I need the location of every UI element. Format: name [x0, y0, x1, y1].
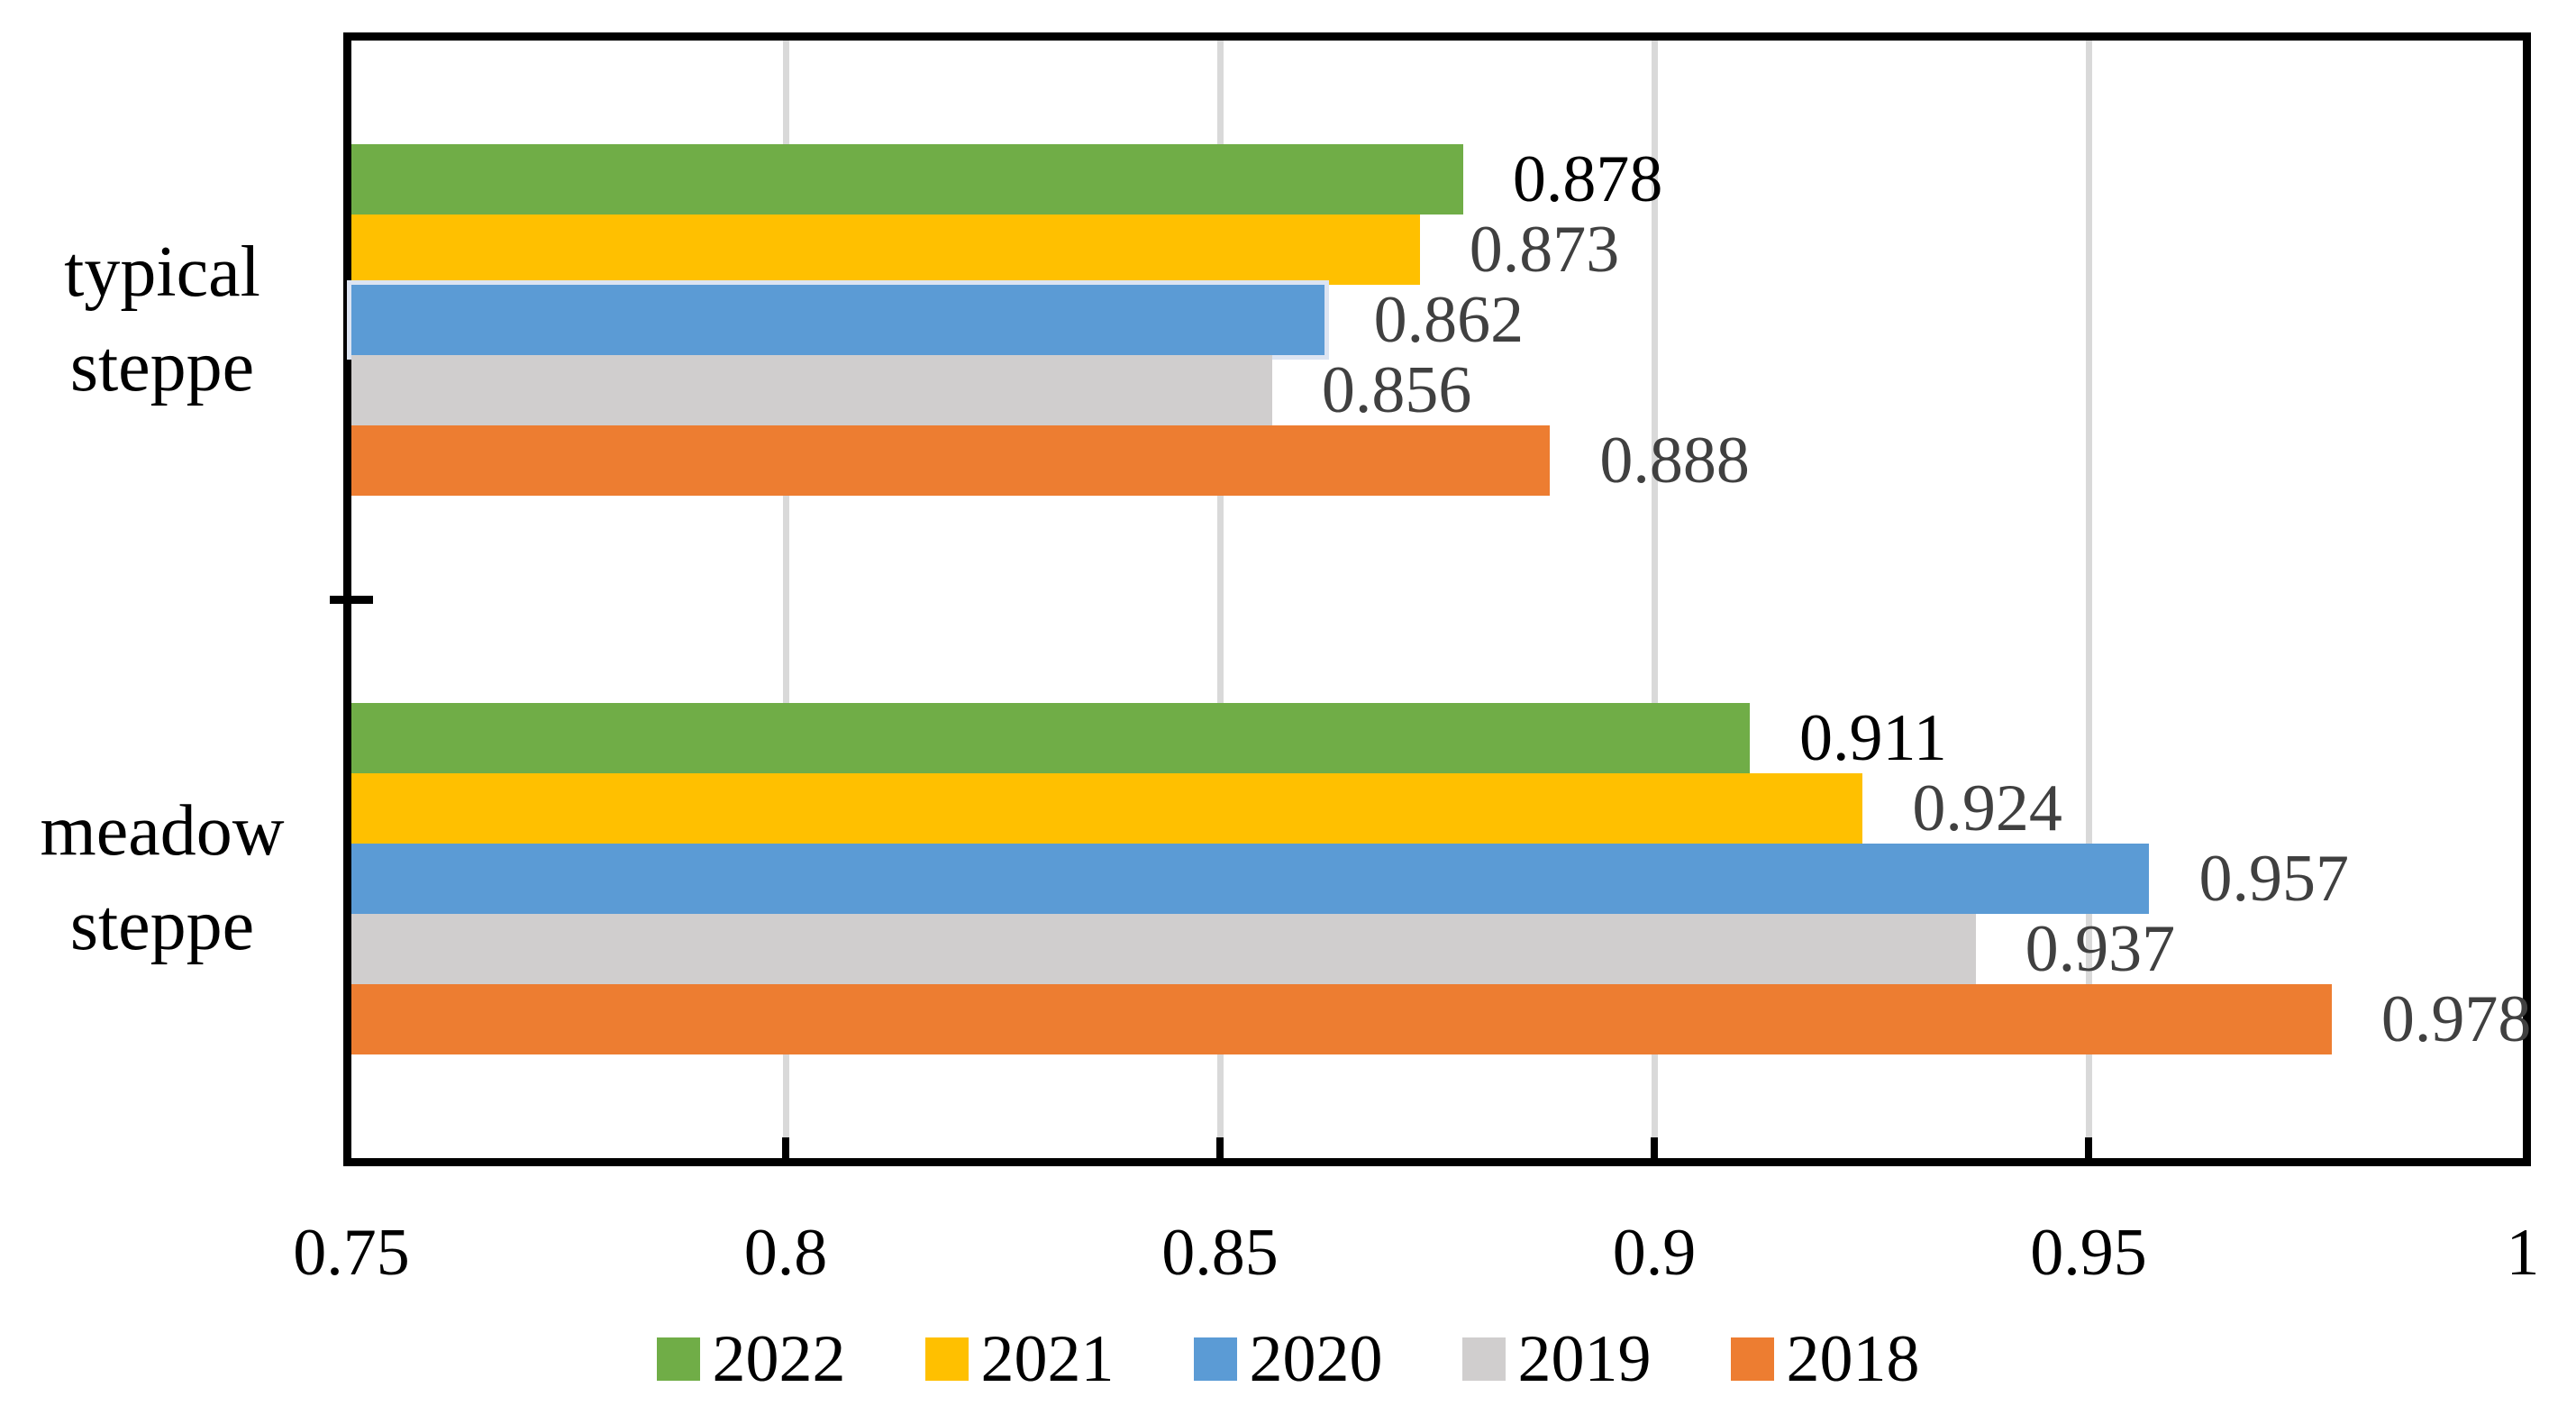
bar-2018-meadow-steppe: [351, 984, 2332, 1054]
legend-swatch-2021: [924, 1337, 969, 1381]
category-label-typical-steppe: typical steppe: [64, 233, 260, 406]
bar-2021-meadow-steppe: [351, 773, 1863, 844]
data-label-2020-meadow-steppe: 0.957: [2198, 841, 2349, 916]
legend-item-2021: 2021: [924, 1322, 1115, 1396]
x-axis-label-0.95: 0.95: [2030, 1215, 2147, 1290]
bar-2019-typical-steppe: [351, 355, 1272, 425]
data-label-2021-typical-steppe: 0.873: [1469, 212, 1620, 287]
x-axis-tick-0.95: [2085, 1137, 2092, 1158]
legend-label-2020: 2020: [1249, 1322, 1383, 1396]
x-axis-label-0.9: 0.9: [1612, 1215, 1697, 1290]
y-axis-category-tick: [330, 595, 373, 604]
x-axis-label-1: 1: [2506, 1215, 2540, 1290]
x-axis-tick-0.8: [782, 1137, 789, 1158]
legend-label-2022: 2022: [712, 1322, 846, 1396]
x-axis-label-0.85: 0.85: [1161, 1215, 1279, 1290]
bar-2020-typical-steppe: [351, 285, 1324, 355]
bar-2022-meadow-steppe: [351, 703, 1751, 773]
legend-swatch-2019: [1461, 1337, 1506, 1381]
legend-item-2019: 2019: [1461, 1322, 1652, 1396]
bar-2020-meadow-steppe: [351, 844, 2150, 914]
bar-2022-typical-steppe: [351, 144, 1463, 215]
legend-item-2018: 2018: [1730, 1322, 1920, 1396]
legend-swatch-2020: [1193, 1337, 1237, 1381]
bar-2018-typical-steppe: [351, 425, 1551, 496]
x-axis-label-0.8: 0.8: [743, 1215, 828, 1290]
x-axis-tick-0.9: [1651, 1137, 1658, 1158]
legend-label-2018: 2018: [1786, 1322, 1920, 1396]
data-label-2022-typical-steppe: 0.878: [1512, 141, 1663, 216]
gridline-0.8: [782, 41, 789, 1158]
data-label-2019-meadow-steppe: 0.937: [2025, 911, 2176, 986]
data-label-2020-typical-steppe: 0.862: [1373, 282, 1525, 357]
legend-item-2020: 2020: [1193, 1322, 1383, 1396]
legend-swatch-2018: [1730, 1337, 1774, 1381]
legend-swatch-2022: [656, 1337, 700, 1381]
category-label-meadow-steppe: meadow steppe: [40, 791, 285, 965]
gridline-0.95: [2085, 41, 2092, 1158]
x-axis-label-0.75: 0.75: [293, 1215, 410, 1290]
bar-2019-meadow-steppe: [351, 914, 1976, 984]
data-label-2018-meadow-steppe: 0.978: [2380, 981, 2532, 1056]
data-label-2022-meadow-steppe: 0.911: [1799, 700, 1947, 775]
legend-label-2021: 2021: [980, 1322, 1115, 1396]
legend-item-2022: 2022: [656, 1322, 846, 1396]
bar-2021-typical-steppe: [351, 215, 1420, 285]
gridline-0.9: [1651, 41, 1658, 1158]
gridline-0.85: [1216, 41, 1224, 1158]
data-label-2021-meadow-steppe: 0.924: [1912, 771, 2062, 845]
legend: 2022 2021 2020 2019 2018: [0, 1314, 2576, 1404]
data-label-2018-typical-steppe: 0.888: [1599, 423, 1750, 497]
x-axis-tick-0.85: [1216, 1137, 1224, 1158]
data-label-2019-typical-steppe: 0.856: [1321, 352, 1472, 427]
legend-label-2019: 2019: [1517, 1322, 1652, 1396]
